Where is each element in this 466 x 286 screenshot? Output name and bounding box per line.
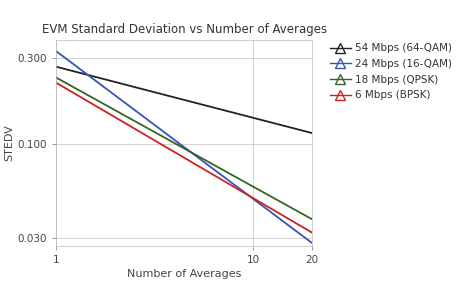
Legend: 54 Mbps (64-QAM), 24 Mbps (16-QAM), 18 Mbps (QPSK), 6 Mbps (BPSK): 54 Mbps (64-QAM), 24 Mbps (16-QAM), 18 M… [328,41,454,102]
Y-axis label: STEDV: STEDV [5,125,14,161]
Title: EVM Standard Deviation vs Number of Averages: EVM Standard Deviation vs Number of Aver… [41,23,327,36]
X-axis label: Number of Averages: Number of Averages [127,269,241,279]
